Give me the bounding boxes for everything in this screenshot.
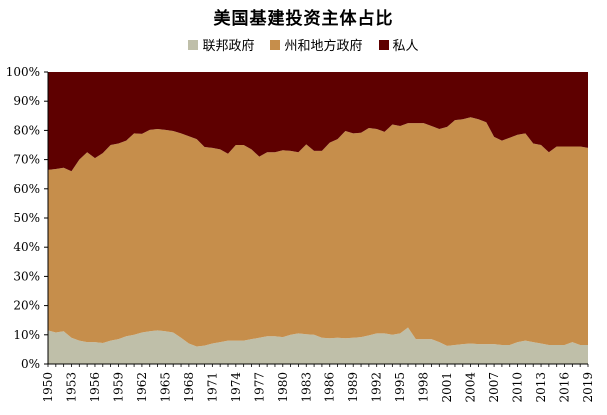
legend-swatch-federal [188,39,199,50]
area-federal [48,327,588,364]
legend: 联邦政府 州和地方政府 私人 [0,35,607,54]
x-tick-label: 2019 [581,372,595,403]
x-tick-label: 1977 [252,372,266,403]
y-tick-label: 70% [13,153,40,167]
y-tick-label: 20% [13,299,40,313]
x-tick-label: 2004 [464,372,478,403]
legend-label-federal: 联邦政府 [202,39,255,54]
legend-item-federal: 联邦政府 [188,35,254,54]
x-tick-label: 1953 [64,372,78,403]
x-tick-label: 1962 [135,372,149,403]
legend-swatch-state-local [270,39,281,50]
x-tick-label: 2001 [440,372,454,403]
x-tick-label: 1986 [323,372,337,403]
y-tick-label: 50% [13,211,40,225]
y-tick-label: 90% [13,94,40,108]
x-tick-label: 1965 [158,372,172,403]
area-private [48,72,588,172]
x-tick-label: 1956 [88,372,102,403]
x-tick-label: 1959 [111,372,125,403]
y-tick-label: 100% [6,65,40,79]
axes-group: 0% 10% 20% 30% 40% 50% 60% 70% 80% 90% 100% 1950 195… [6,65,595,403]
x-tick-label: 2016 [558,372,572,403]
x-tick-label: 1968 [182,372,196,403]
x-tick-label: 1974 [229,372,243,403]
x-tick-label: 1998 [417,372,431,403]
legend-label-state-local: 州和地方政府 [284,39,363,54]
legend-swatch-private [378,39,389,50]
x-tick-label: 1992 [370,372,384,403]
x-tick-label: 1980 [276,372,290,403]
x-tick-label: 2010 [511,372,525,403]
x-tick-label: 1971 [205,372,219,403]
y-tick-label: 60% [13,182,40,196]
legend-item-private: 私人 [378,35,419,54]
y-tick-label: 10% [13,328,40,342]
x-tick-label: 1983 [299,372,313,403]
x-tick-label: 1950 [41,372,55,403]
y-tick-label: 0% [21,357,40,371]
legend-item-state-local: 州和地方政府 [270,35,363,54]
x-tick-label: 1989 [346,372,360,403]
area-series-group [48,72,588,364]
x-tick-label: 2013 [534,372,548,403]
x-tick-label: 1995 [393,372,407,403]
y-tick-label: 30% [13,269,40,283]
area-state-local [48,117,588,347]
x-tick-label: 2007 [487,372,501,403]
y-tick-label: 40% [13,240,40,254]
chart-title: 美国基建投资主体占比 [213,9,394,29]
legend-label-private: 私人 [392,39,419,54]
y-tick-label: 80% [13,123,40,137]
